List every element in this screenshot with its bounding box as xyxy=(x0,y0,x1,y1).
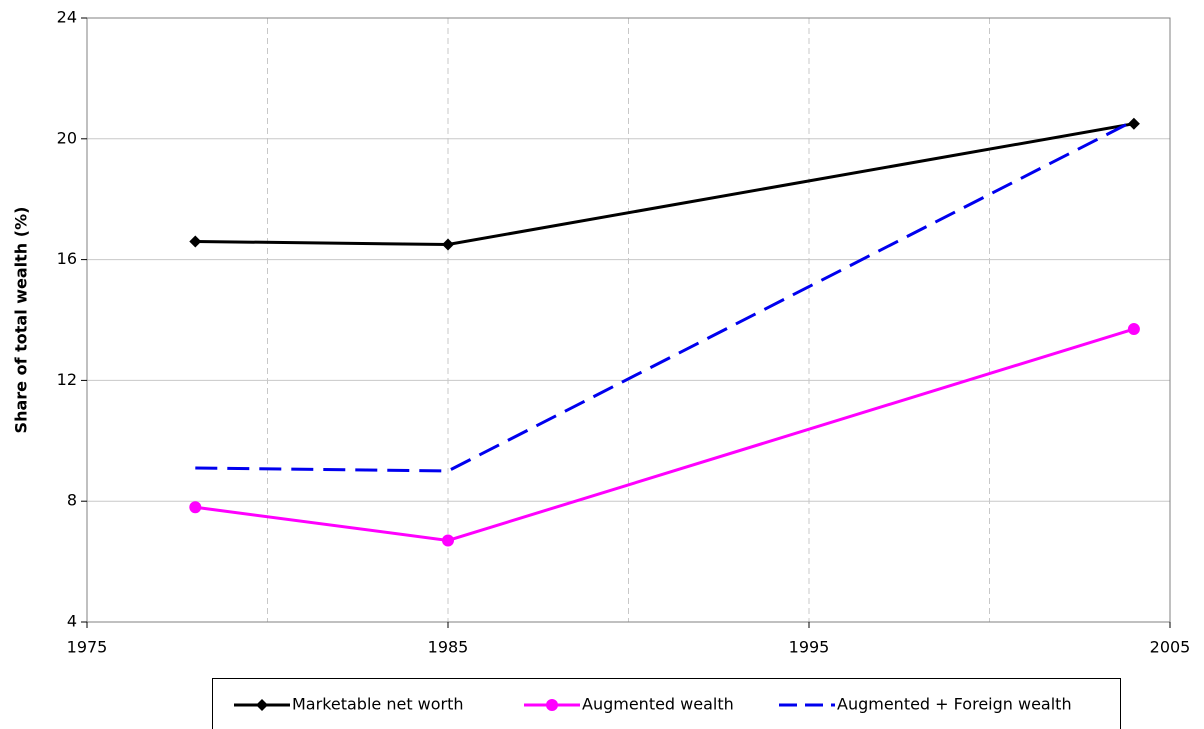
y-axis-title: Share of total wealth (%) xyxy=(12,207,31,434)
legend-marker xyxy=(256,699,268,711)
x-tick-label: 1995 xyxy=(789,638,830,657)
y-tick-label: 24 xyxy=(57,8,77,27)
x-tick-label: 1975 xyxy=(67,638,108,657)
legend-label: Augmented + Foreign wealth xyxy=(837,695,1072,714)
y-tick-label: 16 xyxy=(57,249,77,268)
data-point xyxy=(189,235,202,248)
series-line xyxy=(195,122,1135,247)
legend-label: Marketable net worth xyxy=(292,695,464,714)
data-point xyxy=(1127,117,1140,130)
series-line xyxy=(195,119,1135,473)
y-tick-label: 20 xyxy=(57,128,77,147)
legend-marker xyxy=(546,699,558,711)
y-tick-label: 12 xyxy=(57,370,77,389)
legend xyxy=(212,678,1121,729)
data-point xyxy=(1127,323,1140,336)
x-tick-label: 2005 xyxy=(1150,638,1191,657)
x-tick-label: 1985 xyxy=(428,638,469,657)
y-tick-label: 8 xyxy=(67,491,77,510)
data-point xyxy=(442,534,454,547)
data-point xyxy=(189,501,202,514)
data-point xyxy=(442,238,454,251)
plot-area xyxy=(86,17,1171,623)
legend-label: Augmented wealth xyxy=(582,695,734,714)
y-tick-label: 4 xyxy=(67,612,77,631)
